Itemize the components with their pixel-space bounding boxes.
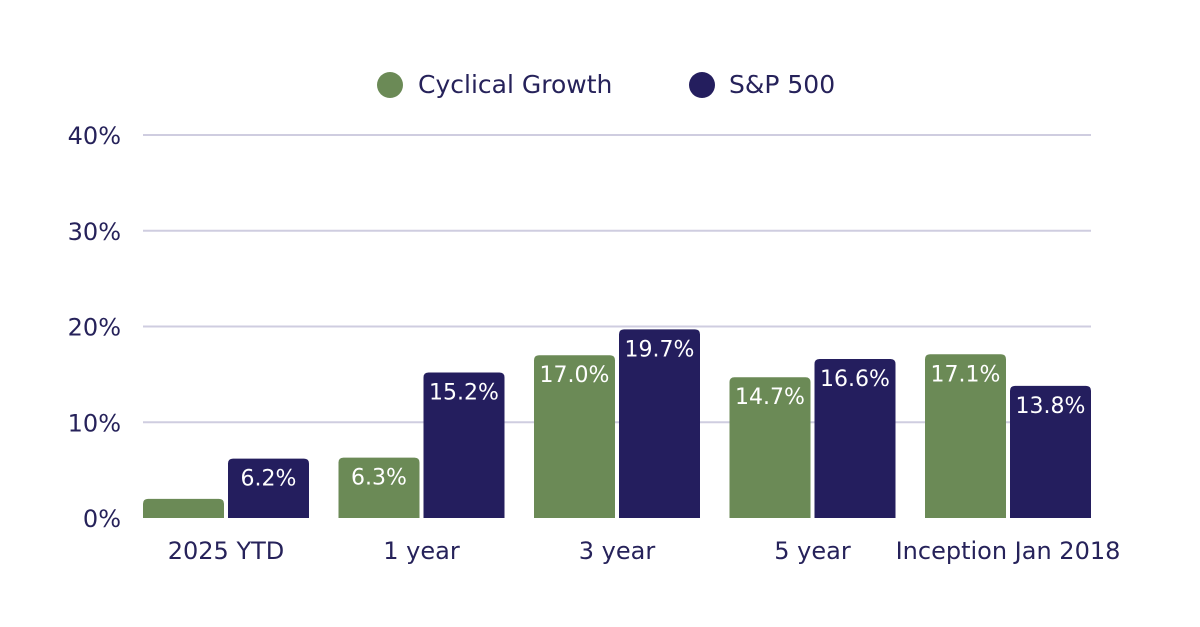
bar xyxy=(729,377,811,518)
y-tick-label: 20% xyxy=(68,314,121,342)
data-label: 14.7% xyxy=(735,385,805,410)
x-tick-label: 1 year xyxy=(383,537,460,565)
bar xyxy=(619,329,700,518)
y-tick-label: 10% xyxy=(68,409,121,437)
data-label: 19.7% xyxy=(625,337,695,362)
bar xyxy=(423,372,505,518)
data-label: 17.0% xyxy=(540,363,610,388)
x-axis-tick-labels: 2025 YTD 1 year 3 year 5 year Inception Jan … xyxy=(168,537,1121,565)
bar xyxy=(143,498,224,518)
value-labels: 6.2% 6.3% 15.2% 17.0% 19.7% 14.7% 16.6% 17.1% 13… xyxy=(241,337,1086,491)
bar xyxy=(228,458,309,518)
data-label: 15.2% xyxy=(429,380,499,405)
y-tick-label: 40% xyxy=(68,122,121,150)
legend: Cyclical Growth S&P 500 xyxy=(377,70,835,99)
y-tick-label: 30% xyxy=(68,218,121,246)
x-tick-label: Inception Jan 2018 xyxy=(896,537,1121,565)
y-axis-tick-labels: 0% 10% 20% 30% 40% xyxy=(68,122,121,533)
bar xyxy=(1010,385,1091,518)
bars xyxy=(143,329,1091,518)
bar xyxy=(925,354,1006,518)
x-tick-label: 5 year xyxy=(774,537,851,565)
legend-label: Cyclical Growth xyxy=(418,70,612,99)
data-label: 13.8% xyxy=(1016,394,1086,419)
legend-label: S&P 500 xyxy=(729,70,835,99)
data-label: 6.3% xyxy=(351,466,407,491)
x-tick-label: 2025 YTD xyxy=(168,537,285,565)
data-label: 16.6% xyxy=(820,367,890,392)
bar xyxy=(338,457,420,518)
data-label: 6.2% xyxy=(241,467,297,492)
legend-marker xyxy=(377,72,403,98)
legend-marker xyxy=(689,72,715,98)
bar xyxy=(534,355,615,518)
bar xyxy=(814,359,896,518)
y-tick-label: 0% xyxy=(83,505,121,533)
data-label: 17.1% xyxy=(931,362,1001,387)
x-tick-label: 3 year xyxy=(579,537,656,565)
